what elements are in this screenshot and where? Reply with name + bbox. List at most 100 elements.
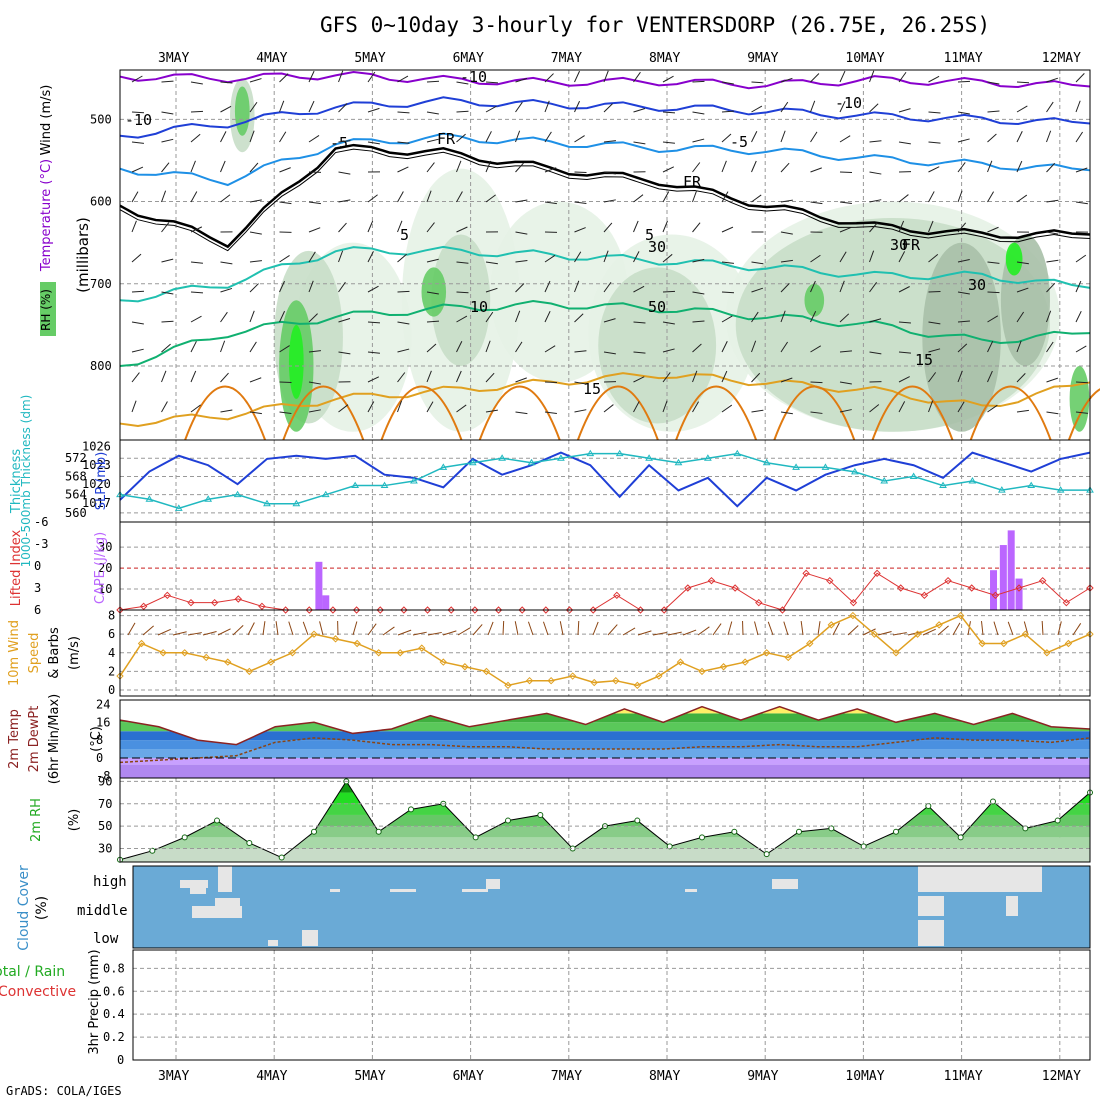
wind-barb: [172, 631, 187, 636]
contour-label: -10: [460, 68, 487, 86]
cloud-block: [390, 889, 416, 892]
rh-marker: [1054, 817, 1061, 824]
wind-barb: [456, 226, 468, 233]
wind-barb: [957, 320, 970, 323]
wind-speed-marker: [396, 649, 404, 657]
rh-marker: [957, 834, 964, 841]
wind-barb: [869, 140, 882, 143]
wind-barb: [987, 191, 995, 203]
wind-barb: [426, 190, 432, 203]
wind-barb: [515, 101, 523, 113]
wind-barb: [839, 226, 852, 233]
thickness-tick-label: 568: [65, 469, 87, 483]
rh-tick-label: 70: [98, 797, 112, 811]
cloud-block: [918, 896, 944, 916]
wind-barb: [338, 70, 344, 83]
temp-bands: [120, 706, 1090, 778]
wind-barb: [633, 321, 646, 324]
wind-barb: [622, 627, 636, 636]
contour-label: 15: [915, 351, 933, 369]
wind-barb: [780, 162, 790, 173]
wind-tick-label: 6: [108, 627, 115, 641]
wind-legend-label: Wind (m/s): [39, 85, 54, 156]
rh-marker: [149, 847, 156, 854]
pressure-tick-label: 500: [90, 112, 112, 126]
rh-marker: [278, 854, 285, 861]
wind-barb: [987, 226, 999, 233]
wind-barb: [397, 629, 412, 636]
wind-barb: [780, 341, 788, 353]
wind-barb: [1016, 160, 1023, 173]
thickness-marker: [703, 454, 712, 461]
wind-barb: [869, 250, 875, 263]
wind-barb: [249, 101, 258, 113]
thickness-marker: [792, 463, 800, 470]
thickness-ylabel-full: 1000-500mb Thickness (dm): [19, 395, 33, 568]
rh-marker: [990, 798, 996, 805]
warm-contour: [282, 385, 365, 441]
thickness-marker: [557, 454, 565, 461]
wind-barb: [190, 81, 203, 85]
cape-bar: [322, 595, 330, 610]
wind-barb: [544, 131, 552, 143]
wind-barb: [898, 220, 905, 233]
wind-speed-marker: [827, 621, 836, 629]
wind-barb: [502, 620, 505, 636]
wind-speed-marker: [116, 672, 124, 680]
slp-ylabel: SLP (mb): [94, 452, 109, 511]
precip-tick-label: 0.4: [103, 1007, 125, 1021]
wind-barb: [515, 130, 521, 143]
cloud-block: [330, 889, 340, 892]
wind-barb: [161, 190, 167, 203]
rh-band: [120, 837, 1090, 849]
cape-bar: [990, 570, 998, 610]
wind-speed-marker: [762, 649, 771, 657]
rh-shading: [1005, 242, 1023, 276]
cloud-frame: [132, 865, 1091, 949]
wind-barb: [603, 281, 612, 293]
wind-barb: [957, 222, 967, 233]
wind-tick-label: 4: [108, 646, 115, 660]
wind-barb: [127, 622, 136, 636]
wind-barb: [220, 340, 226, 353]
wind-barb: [839, 409, 852, 413]
wind-barb: [869, 222, 878, 233]
wind-barb: [131, 191, 139, 203]
wind-barb: [220, 372, 229, 383]
isotherm-line: [119, 372, 1091, 428]
wind-barb: [515, 377, 527, 383]
top-date-label: 4MAY: [256, 51, 287, 66]
wind-speed-marker: [590, 678, 598, 687]
thickness-marker: [762, 458, 771, 466]
precip-panel: 0 0.2 0.4 0.6 0.8 Total / Rain Convective 3hr P…: [0, 949, 1091, 1067]
contour-label: 10: [470, 298, 488, 316]
wind-barb: [249, 199, 262, 203]
wind-barb: [574, 135, 585, 143]
wind-barb: [485, 81, 499, 84]
wind-barb: [249, 231, 262, 235]
wind-barb: [1046, 377, 1059, 383]
cloud-block: [1006, 896, 1018, 916]
slp-line: [119, 451, 1091, 508]
thickness-marker: [263, 499, 271, 507]
thickness-marker: [145, 495, 154, 502]
wind-barb: [338, 281, 346, 293]
wind-barb: [869, 103, 879, 113]
li-marker: [187, 598, 195, 607]
wind-barb: [338, 103, 348, 113]
wind-barb: [456, 81, 469, 85]
top-date-label: 6MAY: [453, 51, 484, 66]
isotherm-line: [119, 96, 1091, 139]
wind-barb: [397, 191, 404, 203]
wind-barb: [161, 370, 167, 383]
thickness-ylabel: Thickness: [9, 449, 24, 514]
wind-barb: [928, 254, 939, 263]
temp-ylabel-a: 2m Temp: [7, 709, 22, 769]
wind-barb: [367, 107, 380, 113]
bottom-date-label: 9MAY: [747, 1069, 778, 1084]
wind-barb: [338, 250, 344, 263]
wind-barb: [220, 131, 227, 143]
wind-barb: [574, 251, 582, 263]
rh-tick-label: 90: [98, 774, 112, 788]
thickness-marker: [1027, 481, 1036, 489]
